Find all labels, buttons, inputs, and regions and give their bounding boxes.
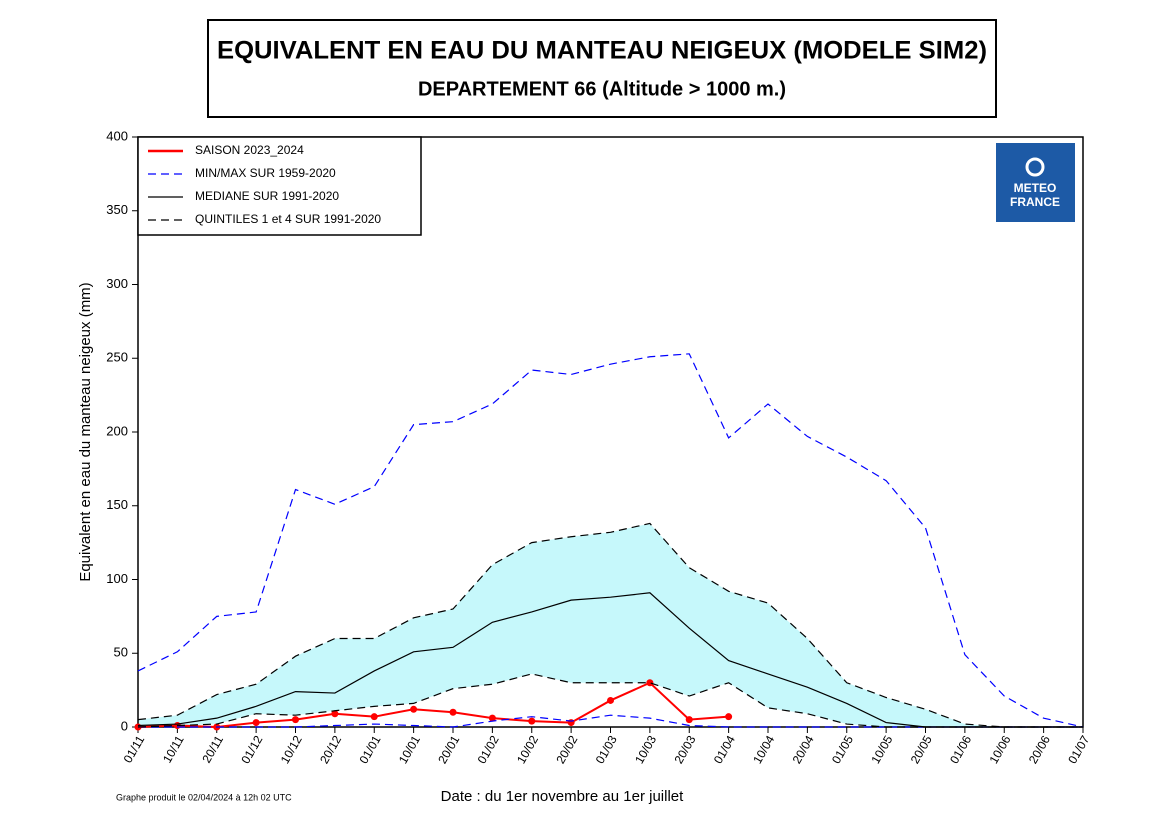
x-tick-label: 01/02 <box>475 733 502 766</box>
title-box <box>207 19 997 118</box>
series-marker <box>685 716 693 724</box>
y-tick-label: 250 <box>106 350 128 365</box>
legend-label: MEDIANE SUR 1991-2020 <box>195 189 339 203</box>
x-tick-label: 10/01 <box>396 733 423 766</box>
logo <box>996 143 1075 222</box>
x-tick-label: 20/11 <box>199 733 226 766</box>
y-tick-label: 200 <box>106 423 128 438</box>
x-tick-label: 20/04 <box>790 733 817 766</box>
y-tick-label: 300 <box>106 276 128 291</box>
x-tick-label: 10/02 <box>514 733 541 766</box>
logo-text: FRANCE <box>1010 195 1060 209</box>
legend-box <box>137 136 422 236</box>
x-tick-label: 10/12 <box>278 733 305 766</box>
y-tick-label: 50 <box>114 645 128 660</box>
x-tick-label: 01/05 <box>829 733 856 766</box>
x-tick-label: 20/02 <box>553 733 580 766</box>
series-marker <box>567 719 575 727</box>
series-marker <box>370 713 378 721</box>
y-tick-label: 400 <box>106 128 128 143</box>
x-tick-label: 10/05 <box>868 733 895 766</box>
x-tick-label: 20/01 <box>435 733 462 766</box>
y-tick-label: 0 <box>121 718 128 733</box>
x-tick-label: 10/06 <box>986 733 1013 766</box>
x-tick-label: 20/05 <box>908 733 935 766</box>
legend-label: SAISON 2023_2024 <box>195 143 304 157</box>
series-marker <box>410 705 418 713</box>
x-tick-label: 01/07 <box>1065 733 1092 766</box>
y-tick-label: 350 <box>106 202 128 217</box>
x-tick-label: 01/03 <box>593 733 620 766</box>
plot-area: 0 50 100 150 200 250 300 350 400 01/11 10/11 20/11 0… <box>106 128 1092 766</box>
x-tick-label: 10/03 <box>632 733 659 766</box>
series-marker <box>449 708 457 716</box>
y-tick-label: 100 <box>106 571 128 586</box>
footnote: Graphe produit le 02/04/2024 à 12h 02 UT… <box>116 792 292 802</box>
logo-text: METEO <box>1014 181 1057 195</box>
x-tick-label: 20/06 <box>1026 733 1053 766</box>
chart-subtitle: DEPARTEMENT 66 (Altitude > 1000 m.) <box>418 78 786 100</box>
series-marker <box>292 716 299 724</box>
series-line <box>137 522 1083 728</box>
series-marker <box>252 719 260 727</box>
series-line <box>137 673 1083 728</box>
x-tick-label: 01/04 <box>711 733 738 766</box>
series-marker <box>528 717 536 725</box>
x-tick-label: 10/11 <box>160 733 187 766</box>
series-marker <box>488 714 496 722</box>
y-axis-label: Equivalent en eau du manteau neigeux (mm… <box>77 282 94 581</box>
series-marker <box>725 713 733 721</box>
x-axis-label: Date : du 1er novembre au 1er juillet <box>441 788 684 805</box>
band-area <box>138 523 1083 727</box>
x-tick-label: 20/12 <box>317 733 344 766</box>
series-line <box>137 681 729 729</box>
chart-title: EQUIVALENT EN EAU DU MANTEAU NEIGEUX (MO… <box>217 37 987 65</box>
x-tick-label: 20/03 <box>671 733 698 766</box>
legend-label: MIN/MAX SUR 1959-2020 <box>195 166 336 180</box>
legend-label: QUINTILES 1 et 4 SUR 1991-2020 <box>195 212 381 226</box>
series-marker <box>331 710 339 718</box>
x-tick-label: 01/11 <box>121 733 148 766</box>
x-tick-label: 01/06 <box>947 733 974 766</box>
x-tick-label: 01/01 <box>356 733 383 766</box>
series-marker <box>607 696 614 704</box>
series-line <box>137 353 1084 728</box>
x-tick-label: 10/04 <box>750 733 777 766</box>
series-marker <box>646 679 654 687</box>
y-tick-label: 150 <box>106 497 128 512</box>
x-tick-label: 01/12 <box>238 733 265 766</box>
logo-icon <box>1025 157 1045 177</box>
series-line <box>138 714 1083 728</box>
